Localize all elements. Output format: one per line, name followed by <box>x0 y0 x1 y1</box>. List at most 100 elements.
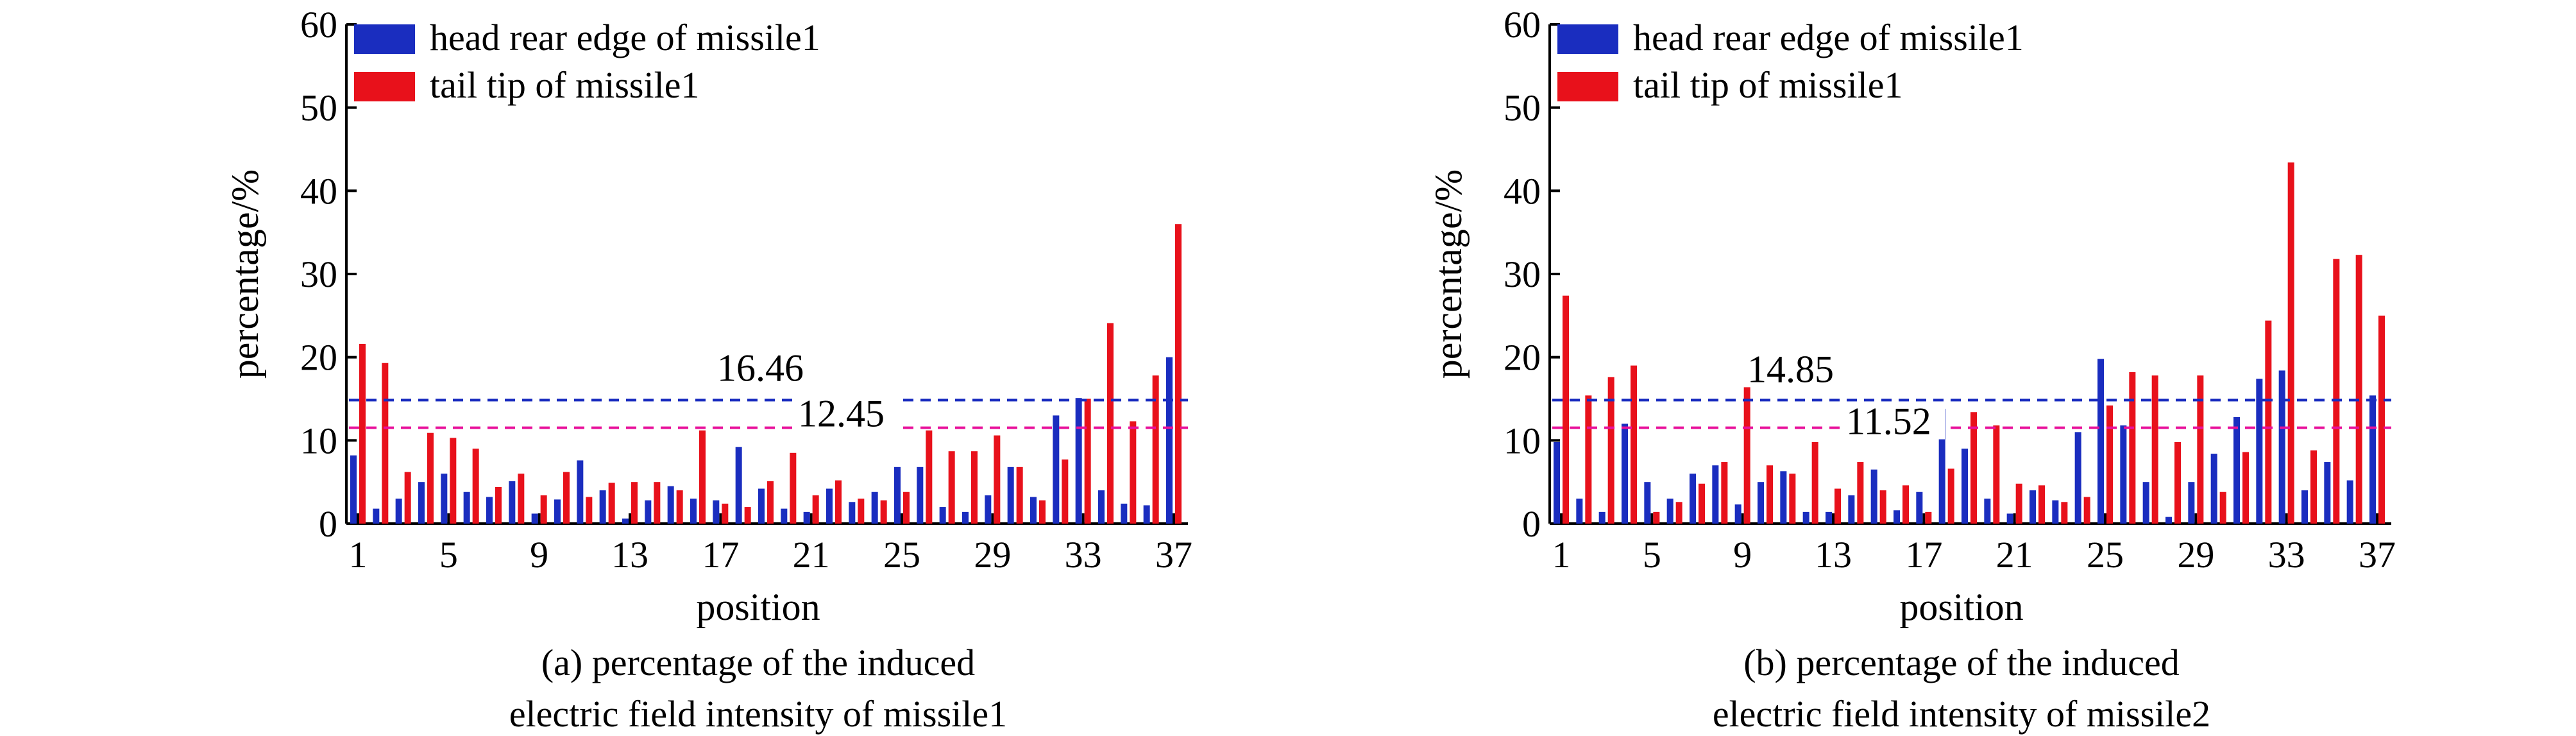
bar-tail-tip <box>1699 483 1705 524</box>
bar-tail-tip <box>1175 224 1182 524</box>
bar-head-rear-edge <box>1802 511 1809 524</box>
bar-head-rear-edge <box>1758 482 1764 524</box>
reference-label-bg <box>1743 352 1846 388</box>
x-tick-label: 9 <box>1733 534 1752 576</box>
bar-tail-tip <box>2265 320 2272 524</box>
bar-head-rear-edge <box>418 482 425 524</box>
bar-tail-tip <box>2310 450 2317 524</box>
bar-tail-tip <box>1902 485 1909 524</box>
legend-label-tail: tail tip of missile1 <box>1633 64 1902 106</box>
x-tick-label: 17 <box>1905 534 1942 576</box>
bar-tail-tip <box>2174 441 2181 524</box>
bar-tail-tip <box>427 432 434 524</box>
bar-tail-tip <box>563 472 570 524</box>
bar-head-rear-edge <box>1780 471 1787 524</box>
x-tick-label: 33 <box>1065 534 1102 576</box>
bar-head-rear-edge <box>1166 357 1173 524</box>
bar-tail-tip <box>676 490 683 524</box>
x-tick-label: 17 <box>702 534 739 576</box>
bar-tail-tip <box>2038 485 2045 524</box>
bar-head-rear-edge <box>531 513 538 524</box>
bar-tail-tip <box>1130 421 1137 524</box>
bar-tail-tip <box>1743 368 1750 524</box>
bar-head-rear-edge <box>2052 500 2059 524</box>
y-tick-label: 10 <box>1504 420 1541 461</box>
bar-tail-tip <box>2106 405 2113 524</box>
bar-tail-tip <box>450 438 457 524</box>
reference-label: 12.45 <box>798 393 885 435</box>
bar-head-rear-edge <box>1007 466 1014 524</box>
bar-tail-tip <box>2378 315 2385 524</box>
x-tick-label: 37 <box>2359 534 2396 576</box>
bar-head-rear-edge <box>758 488 765 524</box>
y-tick-label: 60 <box>300 4 337 46</box>
bar-tail-tip <box>1835 488 1841 524</box>
bar-head-rear-edge <box>1554 441 1560 524</box>
bar-head-rear-edge <box>1622 424 1628 524</box>
bar-head-rear-edge <box>1053 415 1060 524</box>
bars <box>1554 162 2385 524</box>
bar-tail-tip <box>1721 462 1728 524</box>
bar-tail-tip <box>1107 323 1114 524</box>
bar-tail-tip <box>472 449 479 524</box>
bar-tail-tip <box>1947 468 1954 524</box>
bar-tail-tip <box>359 343 366 524</box>
bar-head-rear-edge <box>962 511 969 524</box>
bar-tail-tip <box>2355 255 2362 524</box>
bar-head-rear-edge <box>1598 511 1606 524</box>
bar-head-rear-edge <box>735 447 742 524</box>
bar-head-rear-edge <box>2142 482 2149 524</box>
bar-tail-tip <box>835 480 842 524</box>
reference-label: 11.52 <box>1846 400 1931 443</box>
bar-head-rear-edge <box>2324 462 2331 524</box>
bar-head-rear-edge <box>2188 482 2195 524</box>
x-tick-label: 9 <box>530 534 548 576</box>
bar-head-rear-edge <box>1644 482 1651 524</box>
bar-tail-tip <box>2151 375 2158 524</box>
bar-tail-tip <box>2287 162 2294 524</box>
caption-line-1: (b) percentage of the induced <box>1743 642 2180 683</box>
bar-tail-tip <box>631 482 638 524</box>
caption-line-2: electric field intensity of missile1 <box>509 693 1007 735</box>
bar-head-rear-edge <box>667 486 674 524</box>
bar-head-rear-edge <box>2369 395 2376 524</box>
x-tick-label: 21 <box>1996 534 2033 576</box>
y-tick-label: 30 <box>300 253 337 295</box>
bar-tail-tip <box>1039 500 1046 524</box>
bar-tail-tip <box>1857 462 1864 524</box>
y-tick-label: 50 <box>300 87 337 129</box>
bar-head-rear-edge <box>1143 505 1150 524</box>
bar-head-rear-edge <box>1690 474 1696 524</box>
legend-label-head: head rear edge of missile1 <box>430 17 820 58</box>
bar-tail-tip <box>858 499 865 524</box>
y-tick-label: 20 <box>1504 337 1541 379</box>
caption-line-1: (a) percentage of the induced <box>541 642 975 683</box>
bar-tail-tip <box>1016 466 1023 524</box>
bar-tail-tip <box>994 435 1001 524</box>
x-ticks: 1 5 9 13 17 21 25 29 33 37 <box>1552 513 2396 576</box>
bar-tail-tip <box>971 451 978 524</box>
bar-head-rear-edge <box>849 502 856 524</box>
bar-tail-tip <box>1925 511 1932 524</box>
legend: head rear edge of missile1 tail tip of m… <box>1557 17 2024 106</box>
bar-head-rear-edge <box>2278 370 2285 524</box>
bar-head-rear-edge <box>2097 359 2104 524</box>
y-tick-label: 40 <box>1504 170 1541 212</box>
y-ticks: 0 10 20 30 40 50 60 <box>300 4 357 545</box>
bar-head-rear-edge <box>1121 503 1128 524</box>
bar-tail-tip <box>948 451 955 524</box>
bar-tail-tip <box>1993 425 2000 524</box>
y-tick-label: 20 <box>300 337 337 379</box>
x-tick-label: 21 <box>793 534 830 576</box>
bar-tail-tip <box>1585 395 1592 524</box>
bar-tail-tip <box>2197 375 2204 524</box>
legend-swatch-head <box>1557 24 1618 54</box>
x-tick-label: 5 <box>1643 534 1661 576</box>
y-tick-label: 30 <box>1504 253 1541 295</box>
bar-head-rear-edge <box>1984 499 1991 524</box>
bar-tail-tip <box>812 495 819 524</box>
legend-label-tail: tail tip of missile1 <box>430 64 699 106</box>
bar-tail-tip <box>1607 377 1614 524</box>
